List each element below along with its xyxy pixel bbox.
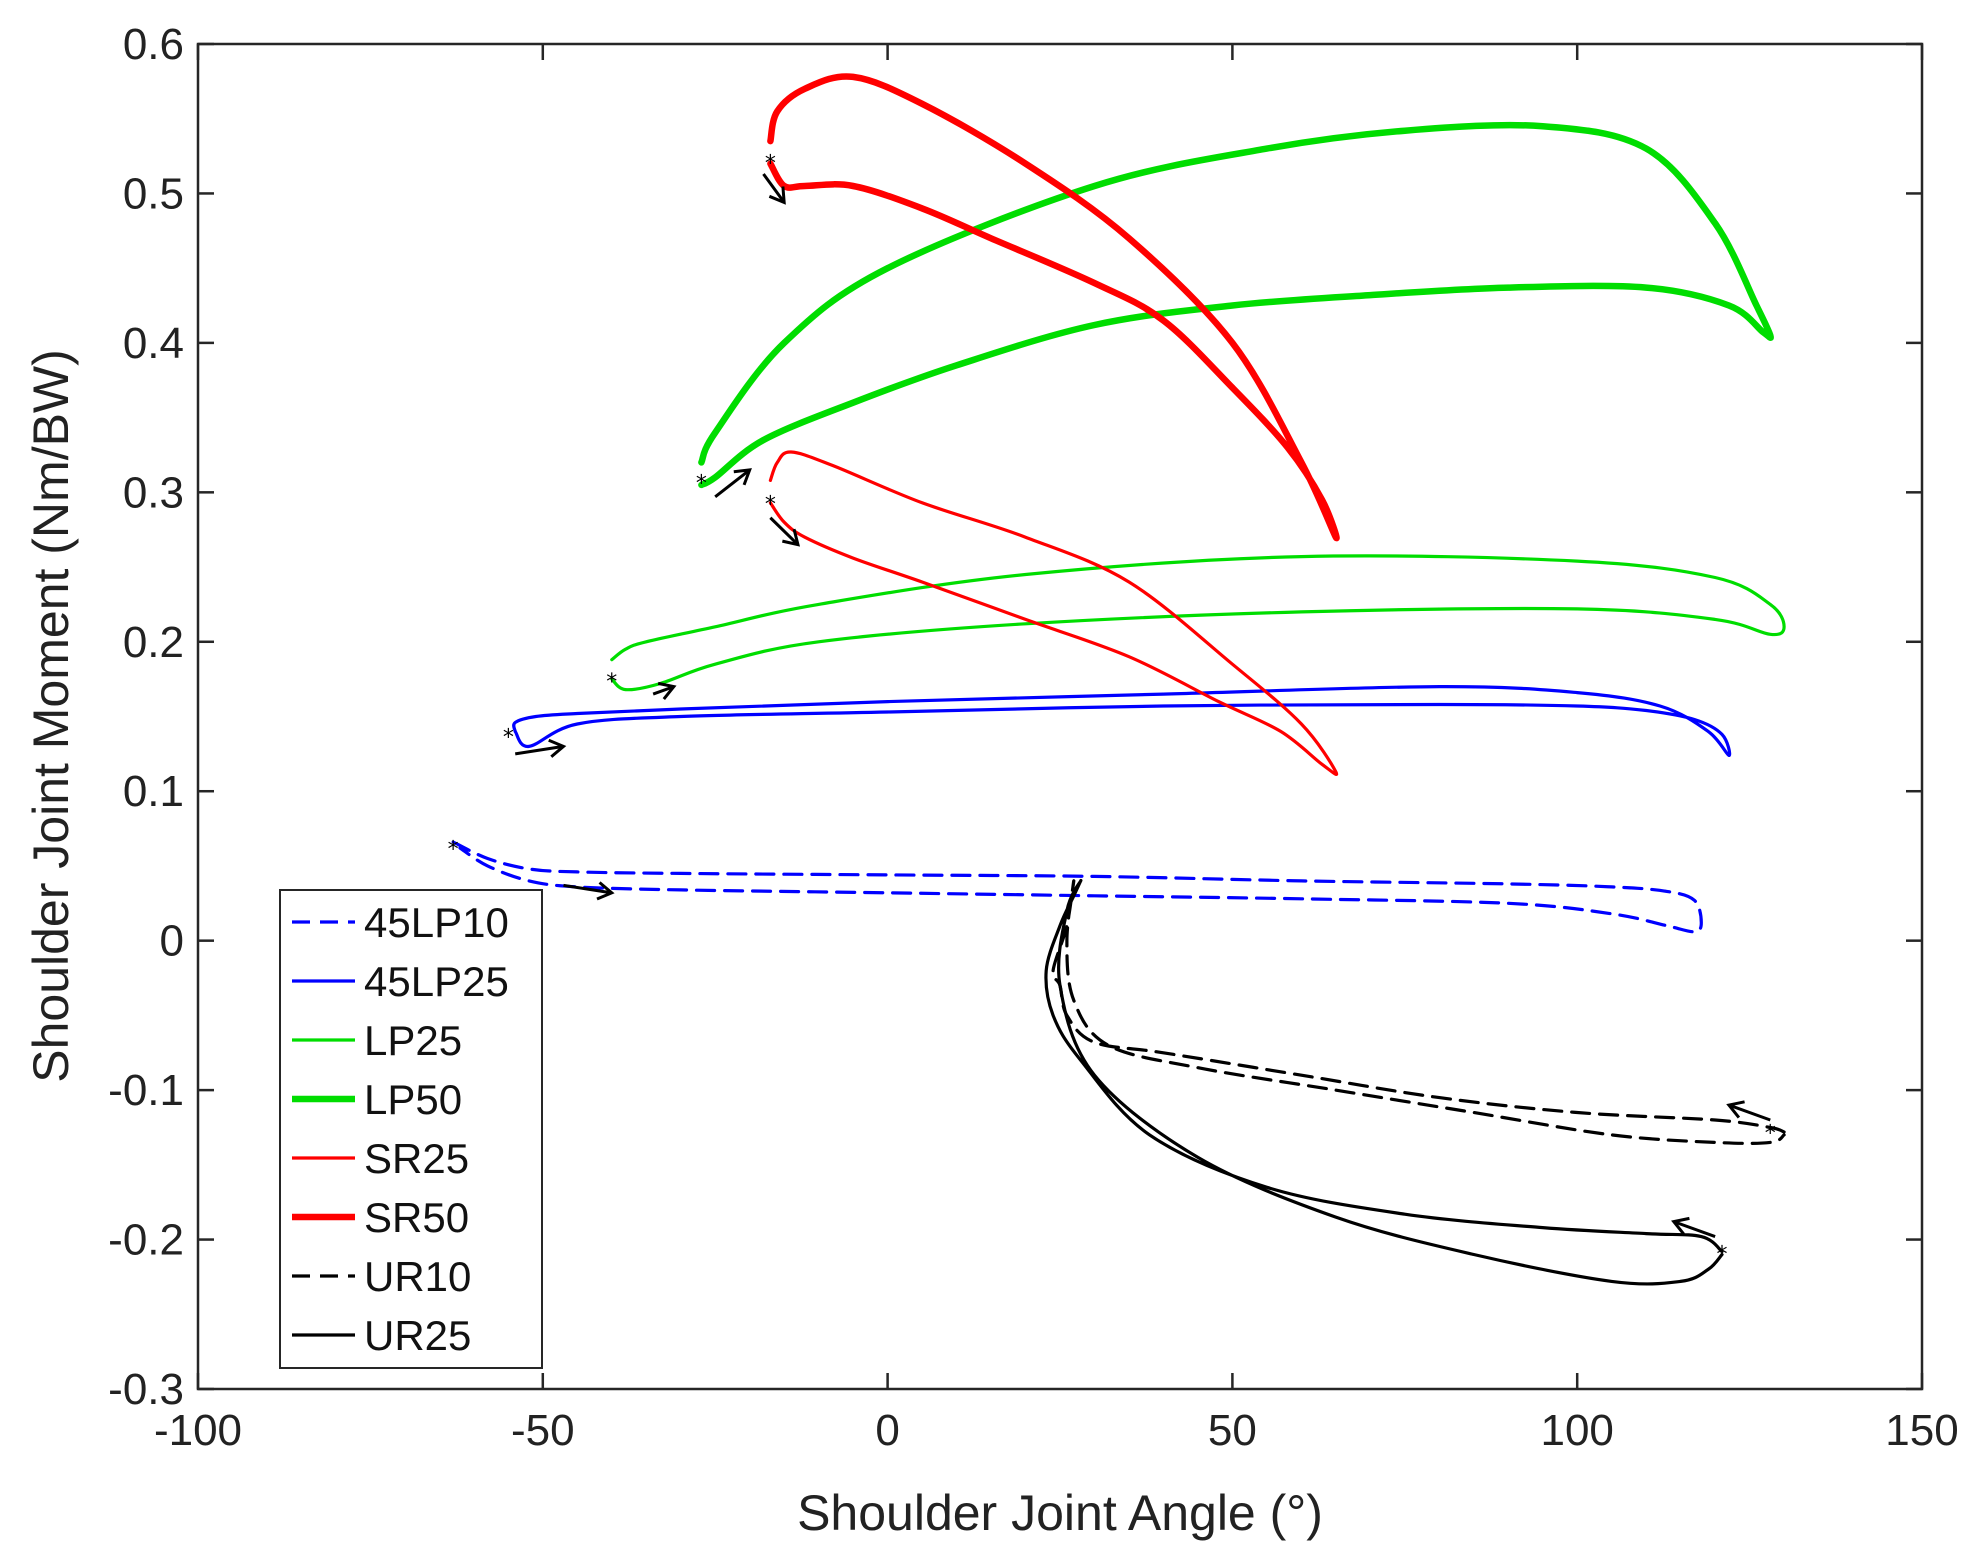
x-tick-label: 50 bbox=[1208, 1406, 1257, 1455]
series-45lp10-start-marker: * bbox=[448, 838, 459, 863]
series-45lp10-direction-arrow bbox=[563, 883, 612, 895]
series-lp25-line bbox=[610, 554, 1786, 692]
series-ur25-start-marker: * bbox=[1717, 1243, 1728, 1268]
series-lp50-line bbox=[698, 121, 1774, 489]
series-45lp25-start-marker: * bbox=[503, 725, 514, 750]
series-lp50-direction-arrow bbox=[714, 468, 751, 498]
series-lp25-arrow-head bbox=[657, 681, 677, 701]
series-ur10-direction-arrow bbox=[1728, 1103, 1771, 1122]
legend-label-45lp10: 45LP10 bbox=[364, 899, 509, 946]
tick-layer: -100 -50 0 50 100 150 -0.3 -0.2 -0.1 0 0.1 0.2 0.3 0.… bbox=[108, 20, 1959, 1455]
y-tick-label: 0.5 bbox=[123, 169, 184, 218]
series-ur25-line bbox=[1044, 878, 1724, 1286]
y-tick-label: 0 bbox=[160, 917, 184, 966]
series-sr50-arrow-head bbox=[768, 186, 786, 205]
legend-label-45lp25: 45LP25 bbox=[364, 958, 509, 1005]
series-lp25-direction-arrow bbox=[652, 685, 675, 696]
series-sr25-arrow-head bbox=[782, 528, 801, 547]
series-45lp25-direction-arrow bbox=[514, 744, 564, 756]
series-ur10-arrow-head bbox=[1726, 1100, 1745, 1119]
y-tick-label: -0.1 bbox=[108, 1066, 184, 1115]
series-sr25-direction-arrow bbox=[769, 516, 799, 546]
x-tick-label: -50 bbox=[511, 1406, 575, 1455]
series-sr25-start-marker: * bbox=[765, 492, 776, 517]
legend-items: 45LP10 45LP25 LP25 LP50 SR25 SR50 UR10 UR25 bbox=[292, 899, 509, 1359]
series-45lp10-line bbox=[451, 840, 1703, 934]
y-tick-label: 0.2 bbox=[123, 618, 184, 667]
y-tick-label: 0.3 bbox=[123, 468, 184, 517]
series-sr50-line bbox=[767, 73, 1340, 542]
plot-frame bbox=[196, 42, 1924, 1391]
x-tick-label: 0 bbox=[875, 1406, 899, 1455]
y-tick-label: -0.2 bbox=[108, 1216, 184, 1265]
series-lp25-start-marker: * bbox=[606, 670, 617, 695]
legend-label-lp50: LP50 bbox=[364, 1076, 462, 1123]
series-layer bbox=[451, 73, 1786, 1286]
x-tick-label: -100 bbox=[154, 1406, 242, 1455]
legend: 45LP10 45LP25 LP25 LP50 SR25 SR50 UR10 UR25 bbox=[279, 889, 543, 1369]
legend-label-ur25: UR25 bbox=[364, 1312, 471, 1359]
series-45lp10-arrow-head bbox=[596, 881, 615, 901]
legend-label-sr50: SR50 bbox=[364, 1194, 469, 1241]
x-tick-label: 150 bbox=[1885, 1406, 1958, 1455]
legend-label-sr25: SR25 bbox=[364, 1135, 469, 1182]
x-axis-title: Shoulder Joint Angle (°) bbox=[797, 1485, 1323, 1541]
y-tick-label: 0.4 bbox=[123, 319, 184, 368]
series-45lp25-arrow-head bbox=[548, 738, 567, 758]
legend-box bbox=[279, 889, 543, 1369]
series-lp50-arrow-head bbox=[733, 468, 752, 486]
x-tick-label: 100 bbox=[1540, 1406, 1613, 1455]
series-45lp25-line bbox=[512, 684, 1732, 758]
series-sr25-line bbox=[768, 450, 1339, 776]
series-ur25-arrow-head bbox=[1671, 1216, 1690, 1236]
y-tick-label: 0.6 bbox=[123, 20, 184, 69]
y-axis-title: Shoulder Joint Moment (Nm/BW) bbox=[23, 349, 79, 1083]
legend-label-lp25: LP25 bbox=[364, 1017, 462, 1064]
series-ur25-direction-arrow bbox=[1673, 1220, 1716, 1238]
legend-label-ur10: UR10 bbox=[364, 1253, 471, 1300]
series-ur10-line bbox=[1051, 879, 1786, 1145]
series-ur10-start-marker: * bbox=[1765, 1121, 1776, 1146]
y-tick-label: 0.1 bbox=[123, 767, 184, 816]
y-tick-label: -0.3 bbox=[108, 1365, 184, 1414]
series-sr50-start-marker: * bbox=[765, 152, 776, 177]
marker-layer: * * * * * * * * bbox=[448, 152, 1776, 1268]
series-lp50-start-marker: * bbox=[696, 471, 707, 496]
series-sr50-direction-arrow bbox=[762, 173, 786, 204]
